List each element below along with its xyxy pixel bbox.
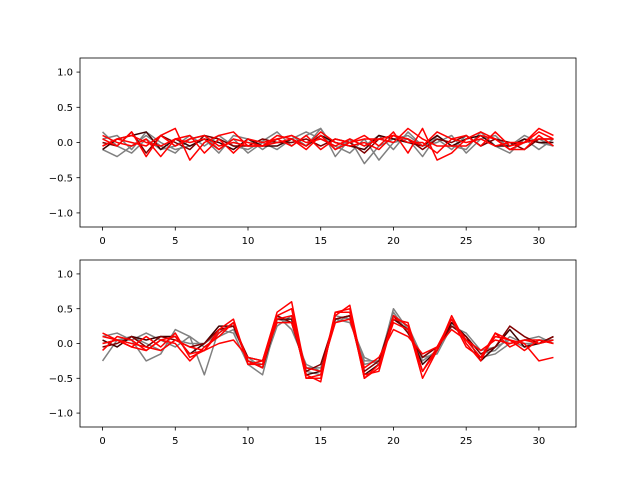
series-line-9 bbox=[102, 318, 554, 373]
series-line-9 bbox=[102, 127, 554, 151]
series-line-8 bbox=[102, 311, 554, 380]
bottom-subplot: 0 5 10 15 20 25 30 −1.0 −0.5 0.0 0.5 1.0 bbox=[49, 259, 577, 447]
series-line-6 bbox=[102, 127, 554, 161]
y-tick-label: 0.0 bbox=[57, 339, 73, 350]
top-subplot: 0 5 10 15 20 25 30 −1.0 −0.5 0.0 0.5 1.0 bbox=[49, 57, 577, 247]
x-tick-label: 30 bbox=[533, 236, 546, 247]
x-tick-label: 0 bbox=[99, 236, 105, 247]
y-tick-label: 0.5 bbox=[57, 304, 73, 315]
y-tick-label: 0.5 bbox=[57, 103, 73, 114]
x-tick-label: 0 bbox=[99, 436, 105, 447]
x-tick-label: 20 bbox=[387, 436, 400, 447]
x-tick-label: 25 bbox=[460, 236, 473, 247]
x-tick-label: 15 bbox=[314, 236, 327, 247]
y-tick-label: 1.0 bbox=[57, 68, 73, 79]
x-tick-label: 20 bbox=[387, 236, 400, 247]
x-tick-label: 30 bbox=[533, 436, 546, 447]
x-tick-label: 5 bbox=[172, 236, 178, 247]
y-tick-label: 0.0 bbox=[57, 138, 73, 149]
y-tick-label: −0.5 bbox=[49, 374, 73, 385]
series-line-7 bbox=[102, 127, 554, 161]
x-tick-label: 25 bbox=[460, 436, 473, 447]
y-tick-label: −1.0 bbox=[49, 209, 73, 220]
x-tick-label: 5 bbox=[172, 436, 178, 447]
y-tick-label: −0.5 bbox=[49, 173, 73, 184]
x-tick-label: 10 bbox=[242, 236, 255, 247]
y-tick-label: −1.0 bbox=[49, 409, 73, 420]
x-tick-label: 10 bbox=[242, 436, 255, 447]
x-tick-label: 15 bbox=[314, 436, 327, 447]
y-tick-label: 1.0 bbox=[57, 270, 73, 281]
